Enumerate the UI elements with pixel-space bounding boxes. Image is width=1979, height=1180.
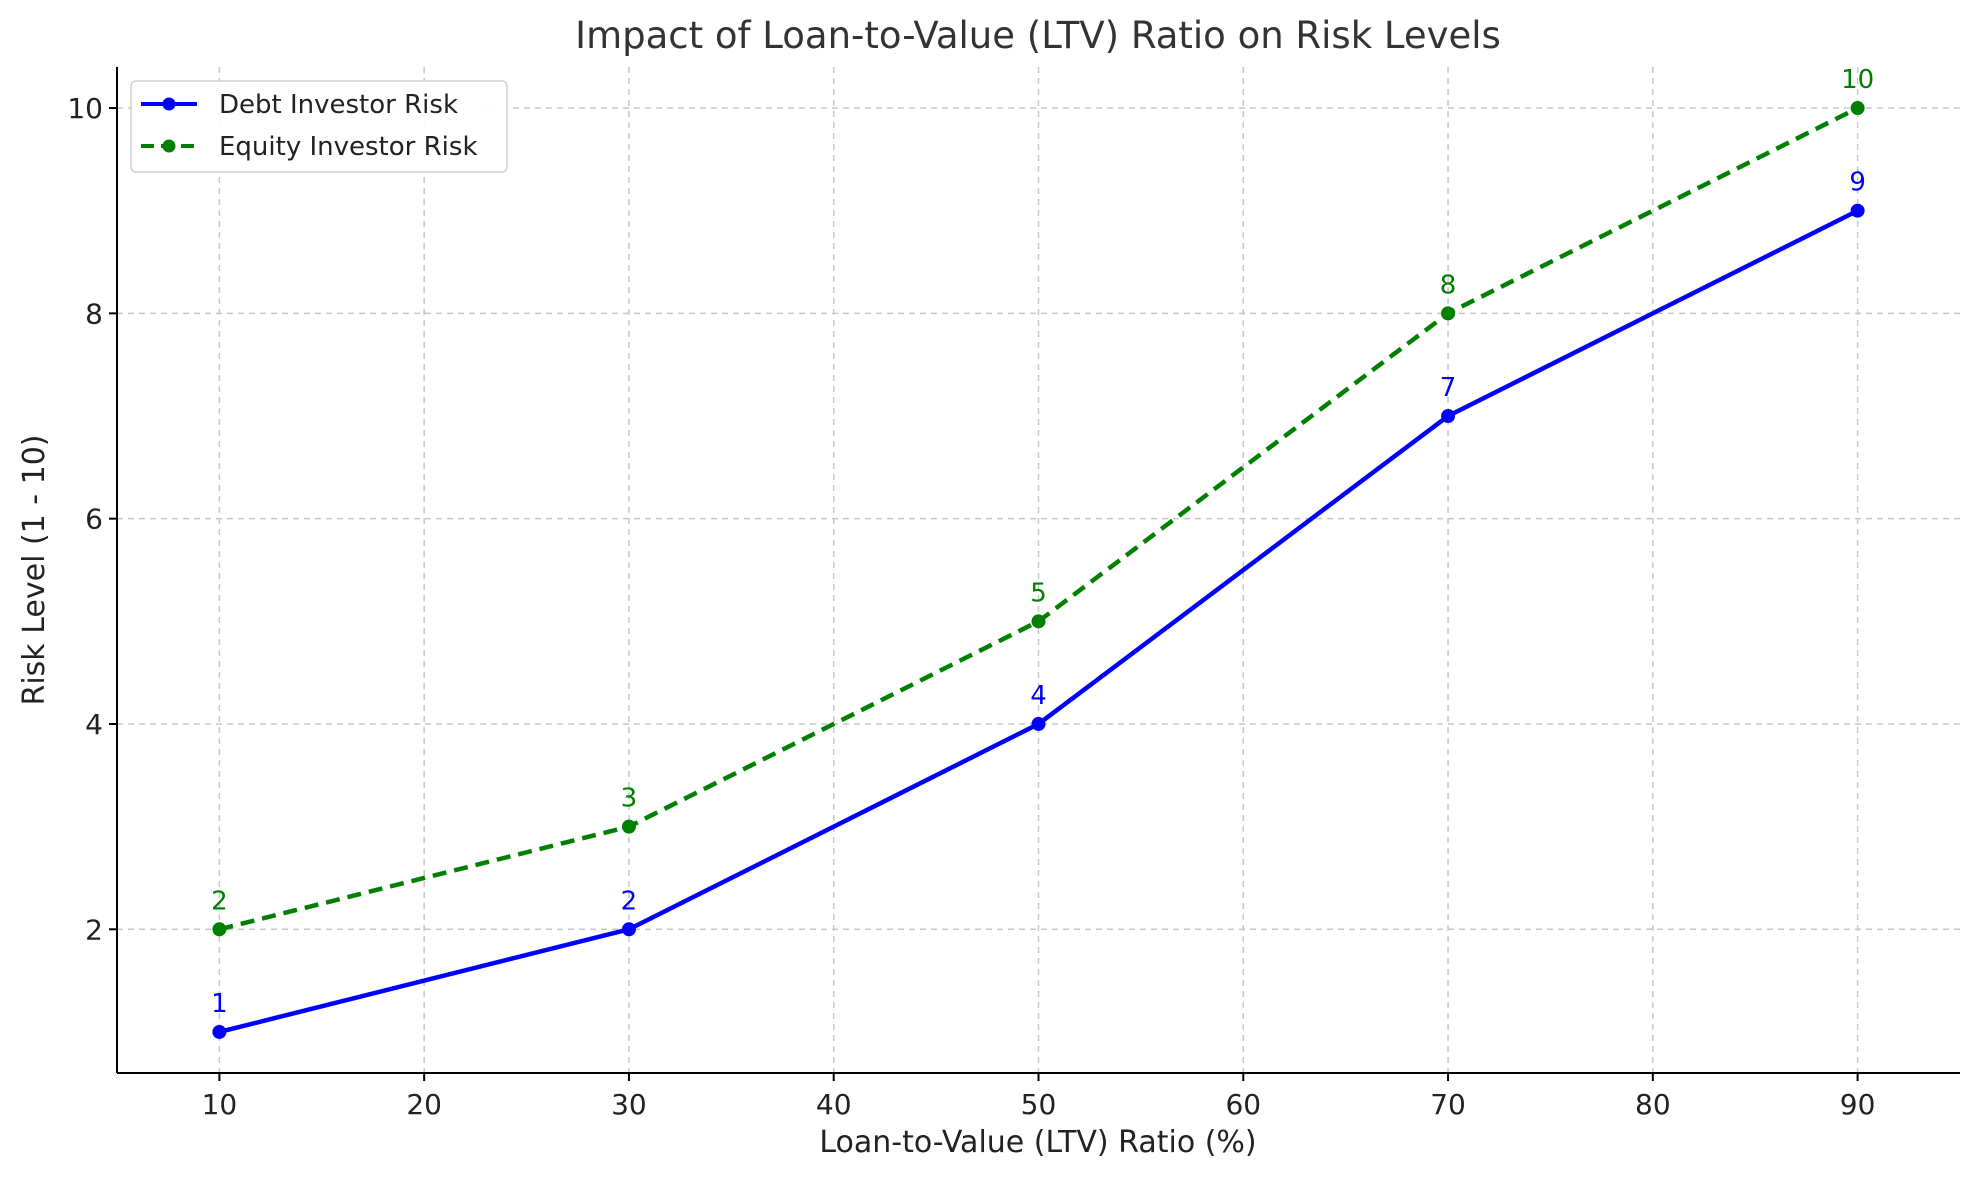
x-tick-label: 20	[406, 1088, 442, 1121]
debt-data-label: 7	[1440, 373, 1457, 403]
equity-data-label: 5	[1030, 578, 1047, 608]
x-tick-label: 10	[202, 1088, 238, 1121]
x-tick-label: 30	[611, 1088, 647, 1121]
equity-data-point	[1031, 614, 1046, 629]
y-axis-title: Risk Level (1 - 10)	[17, 434, 52, 705]
debt-data-label: 2	[621, 886, 638, 916]
legend-label-equity: Equity Investor Risk	[219, 132, 478, 162]
legend-swatch-debt-marker	[162, 97, 176, 111]
equity-data-point	[212, 922, 227, 937]
y-tick-label: 4	[85, 708, 103, 741]
equity-data-label: 3	[621, 784, 638, 814]
debt-data-label: 9	[1849, 168, 1866, 198]
y-tick-label: 8	[85, 297, 103, 330]
debt-data-label: 4	[1030, 681, 1047, 711]
x-axis-title: Loan-to-Value (LTV) Ratio (%)	[819, 1125, 1256, 1160]
y-tick-label: 2	[85, 913, 103, 946]
x-tick-label: 60	[1225, 1088, 1261, 1121]
data-labels: 1 2 4 7 9 2 3 5 8 10	[211, 65, 1874, 1019]
x-tick-label: 90	[1840, 1088, 1876, 1121]
y-tick-label: 6	[85, 503, 103, 536]
equity-data-point	[1850, 101, 1865, 116]
grid	[117, 67, 1960, 1073]
legend-swatch-equity-marker	[162, 139, 176, 153]
chart-title: Impact of Loan-to-Value (LTV) Ratio on R…	[575, 14, 1501, 57]
debt-data-point	[621, 922, 636, 937]
equity-data-label: 8	[1440, 270, 1457, 300]
debt-data-point	[1031, 716, 1046, 731]
x-tick-label: 40	[816, 1088, 852, 1121]
equity-data-label: 2	[211, 886, 228, 916]
y-tick-label: 10	[67, 92, 103, 125]
debt-data-point	[1441, 409, 1456, 424]
x-tick-label: 70	[1430, 1088, 1466, 1121]
legend-label-debt: Debt Investor Risk	[219, 90, 458, 120]
legend: Debt Investor Risk Equity Investor Risk	[130, 80, 508, 173]
x-tick-label: 50	[1021, 1088, 1057, 1121]
debt-data-point	[1850, 203, 1865, 218]
x-tick-label: 80	[1635, 1088, 1671, 1121]
equity-data-point	[1441, 306, 1456, 321]
ticks: 10 20 30 40 50 60 70 80 90 2 4 6 8 10	[67, 92, 1875, 1121]
equity-data-point	[621, 819, 636, 834]
equity-data-label: 10	[1841, 65, 1874, 95]
debt-data-point	[212, 1024, 227, 1039]
series	[212, 101, 1865, 1039]
debt-data-label: 1	[211, 989, 228, 1019]
legend-box	[130, 80, 508, 173]
